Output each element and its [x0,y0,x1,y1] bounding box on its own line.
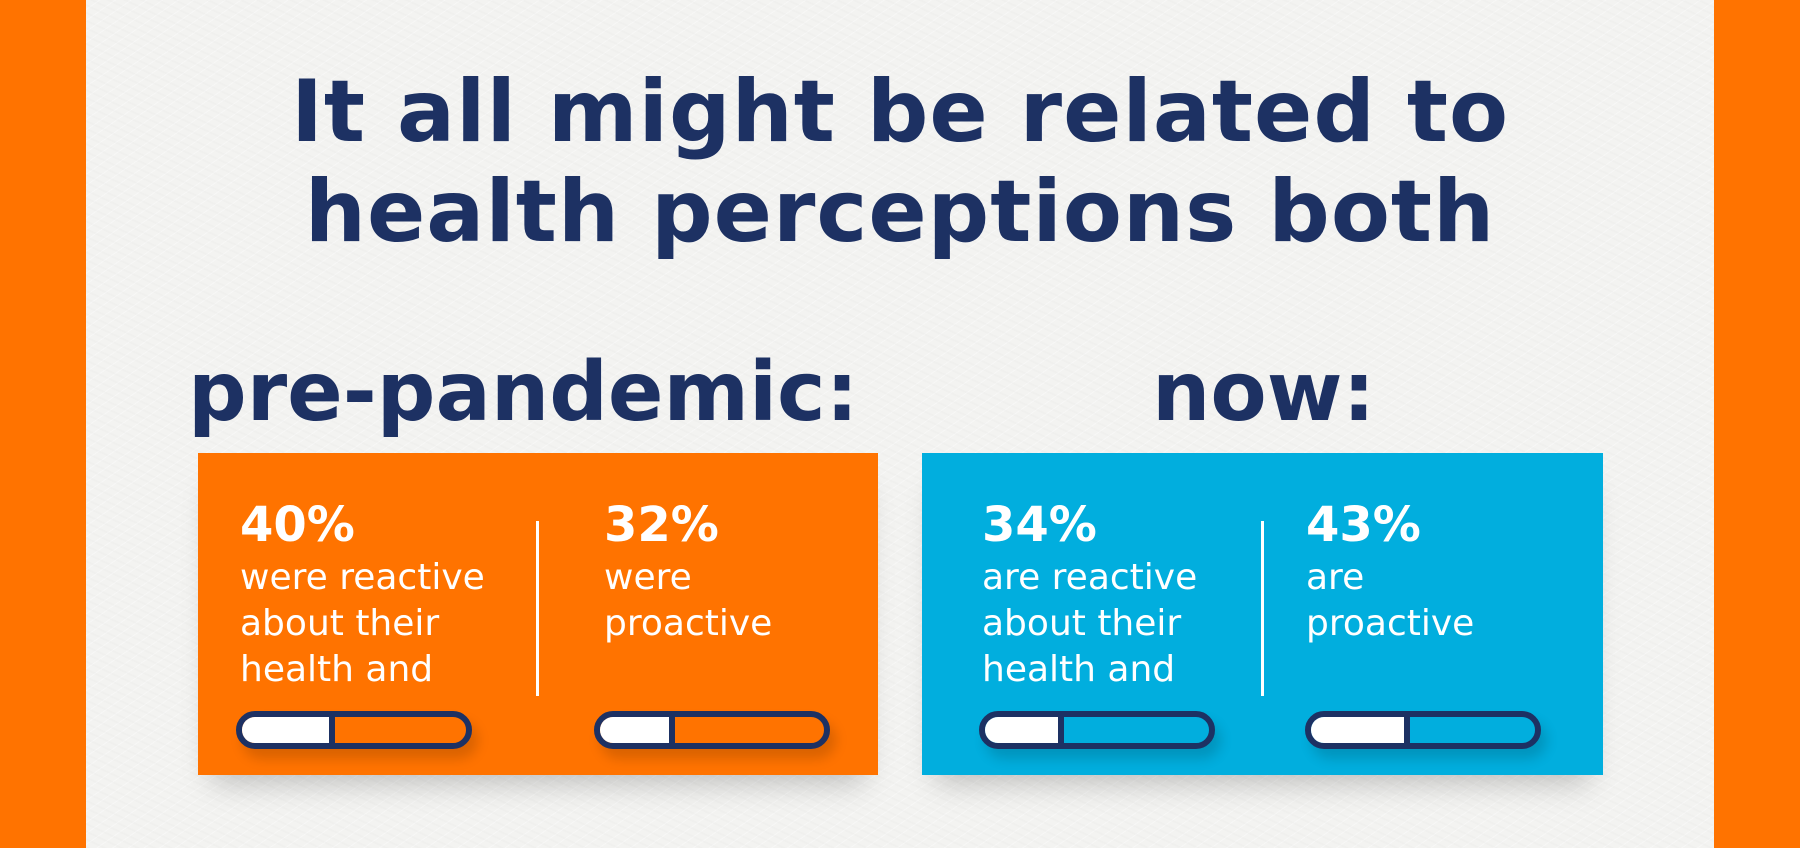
progress-fill [1311,717,1408,743]
progress-divider [1058,717,1065,743]
progress-fill [600,717,672,743]
stat-proactive-now: 43% are proactive [1306,495,1474,647]
stat-reactive-pre: 40% were reactive about their health and [240,495,485,693]
stat-reactive-now: 34% are reactive about their health and [982,495,1197,693]
progress-fill [242,717,332,743]
now-label: now: [1152,345,1376,440]
stat-percent: 32% [604,497,719,553]
stat-description: were reactive about their health and [240,557,485,690]
pre-pandemic-label: pre-pandemic: [188,345,859,440]
progress-divider [328,717,335,743]
panel-divider [1261,521,1264,696]
stat-description: were proactive [604,557,773,644]
headline: It all might be related to health percep… [86,62,1714,262]
stat-percent: 43% [1306,497,1421,553]
progress-bar [594,711,830,749]
progress-bar [236,711,472,749]
headline-line-1: It all might be related to [290,62,1510,162]
pre-pandemic-panel: 40% were reactive about their health and… [198,453,878,775]
progress-divider [1404,717,1411,743]
headline-line-2: health perceptions both [304,162,1496,262]
progress-divider [668,717,675,743]
progress-fill [985,717,1062,743]
paper-background: It all might be related to health percep… [86,0,1714,848]
stat-description: are proactive [1306,557,1475,644]
now-panel: 34% are reactive about their health and … [922,453,1603,775]
panel-divider [536,521,539,696]
stat-proactive-pre: 32% were proactive [604,495,772,647]
stat-percent: 34% [982,497,1097,553]
progress-bar [979,711,1215,749]
progress-bar [1305,711,1541,749]
stat-description: are reactive about their health and [982,557,1198,690]
stat-percent: 40% [240,497,355,553]
